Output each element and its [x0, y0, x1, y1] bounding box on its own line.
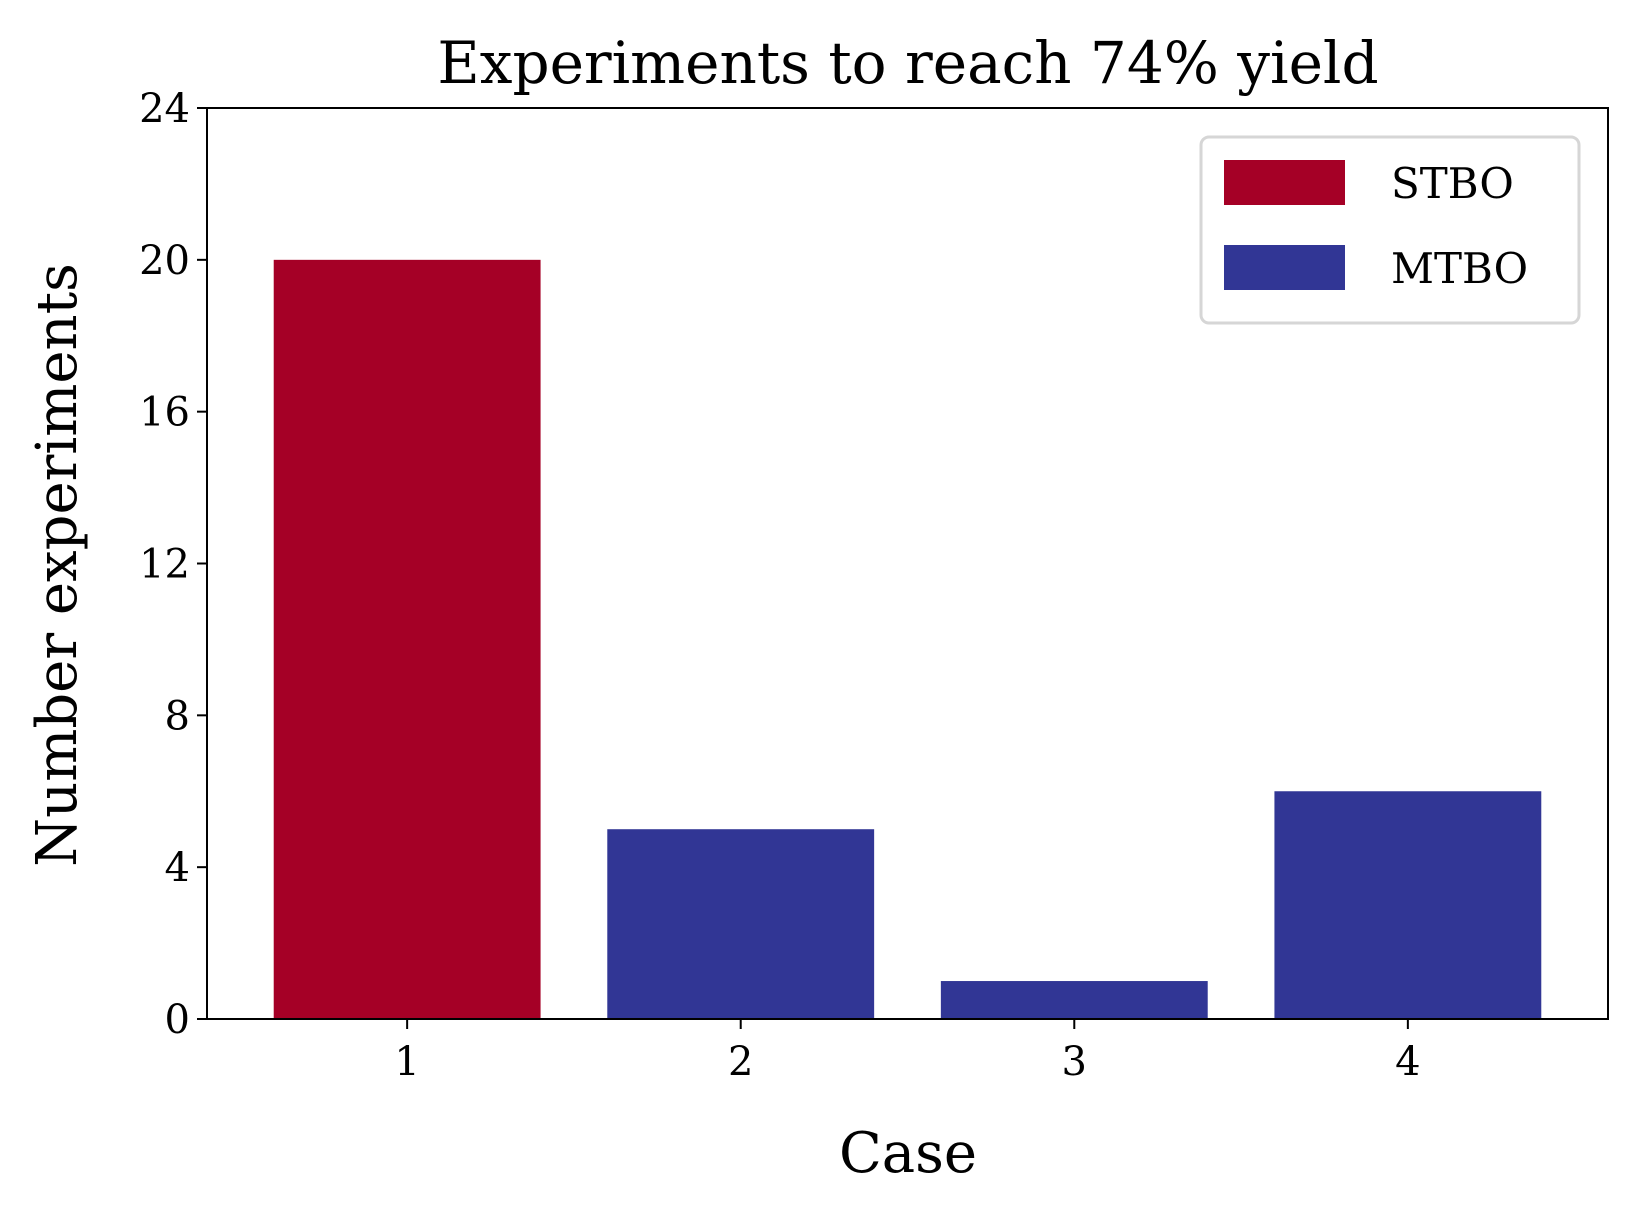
y-tick-label: 4 — [165, 845, 190, 891]
y-tick-label: 12 — [139, 542, 190, 588]
x-tick-label: 1 — [394, 1039, 419, 1085]
legend-label-stbo: STBO — [1391, 159, 1514, 208]
bar-case-1 — [273, 259, 541, 1019]
y-axis-ticks: 0 4 8 12 16 20 24 — [139, 86, 207, 1043]
y-tick-label: 8 — [165, 693, 190, 739]
bar-case-2 — [607, 829, 875, 1019]
y-tick-label: 16 — [139, 390, 190, 436]
x-axis-label: Case — [839, 1121, 977, 1186]
x-tick-label: 3 — [1062, 1039, 1087, 1085]
legend-swatch-mtbo — [1224, 245, 1345, 290]
plot-frame — [206, 107, 1609, 1020]
bar-case-3 — [940, 981, 1208, 1019]
y-tick-label: 24 — [139, 86, 190, 132]
bar-case-4 — [1274, 791, 1542, 1019]
legend-label-mtbo: MTBO — [1391, 244, 1528, 293]
x-axis-ticks: 1 2 3 4 — [394, 1019, 1421, 1085]
y-axis-label: Number experiments — [25, 263, 90, 867]
y-tick-label: 20 — [139, 238, 190, 284]
x-tick-label: 4 — [1395, 1039, 1420, 1085]
legend: STBO MTBO — [1199, 135, 1581, 325]
x-tick-label: 2 — [728, 1039, 753, 1085]
y-tick-label: 0 — [165, 997, 190, 1043]
chart-title: Experiments to reach 74% yield — [437, 29, 1378, 97]
bars-group — [273, 259, 1542, 1019]
legend-swatch-stbo — [1224, 160, 1345, 205]
